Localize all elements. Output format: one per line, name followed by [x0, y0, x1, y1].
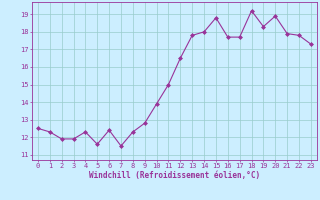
X-axis label: Windchill (Refroidissement éolien,°C): Windchill (Refroidissement éolien,°C) — [89, 171, 260, 180]
